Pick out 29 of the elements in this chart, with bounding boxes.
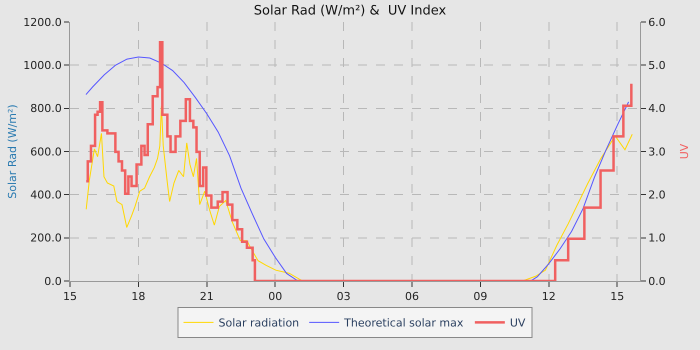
y2-tick-label: 0.0 bbox=[648, 274, 666, 288]
y2-tick-label: 6.0 bbox=[648, 16, 666, 29]
y-tick-label: 200.0 bbox=[30, 232, 62, 245]
y2-tick-label: 4.0 bbox=[648, 102, 666, 116]
y2-tick-label: 5.0 bbox=[648, 59, 666, 72]
x-tick-label: 15 bbox=[63, 290, 77, 304]
y-tick-label: 400.0 bbox=[30, 188, 62, 202]
x-tick-label: 06 bbox=[405, 290, 419, 304]
legend-label: UV bbox=[510, 316, 526, 330]
y-tick-label: 1200.0 bbox=[23, 16, 62, 29]
y-tick-label: 0.0 bbox=[44, 274, 62, 288]
chart-title: Solar Rad (W/m²) & UV Index bbox=[254, 3, 447, 18]
y2-tick-label: 1.0 bbox=[648, 232, 666, 245]
y-tick-label: 1000.0 bbox=[23, 59, 62, 72]
y2-axis-title: UV bbox=[678, 143, 691, 160]
y2-tick-label: 3.0 bbox=[648, 145, 666, 158]
x-tick-label: 12 bbox=[542, 290, 556, 304]
legend-label: Solar radiation bbox=[218, 316, 300, 330]
x-tick-label: 03 bbox=[336, 290, 351, 304]
y-tick-label: 800.0 bbox=[30, 102, 62, 116]
y-tick-label: 600.0 bbox=[30, 145, 62, 158]
x-tick-label: 18 bbox=[131, 290, 146, 304]
y2-tick-label: 2.0 bbox=[648, 188, 666, 202]
x-tick-label: 09 bbox=[473, 290, 488, 304]
x-tick-label: 21 bbox=[200, 290, 214, 304]
y-axis-title: Solar Rad (W/m²) bbox=[6, 104, 19, 199]
x-tick-label: 15 bbox=[610, 290, 624, 304]
x-tick-label: 00 bbox=[268, 290, 282, 304]
legend-label: Theoretical solar max bbox=[343, 316, 464, 330]
